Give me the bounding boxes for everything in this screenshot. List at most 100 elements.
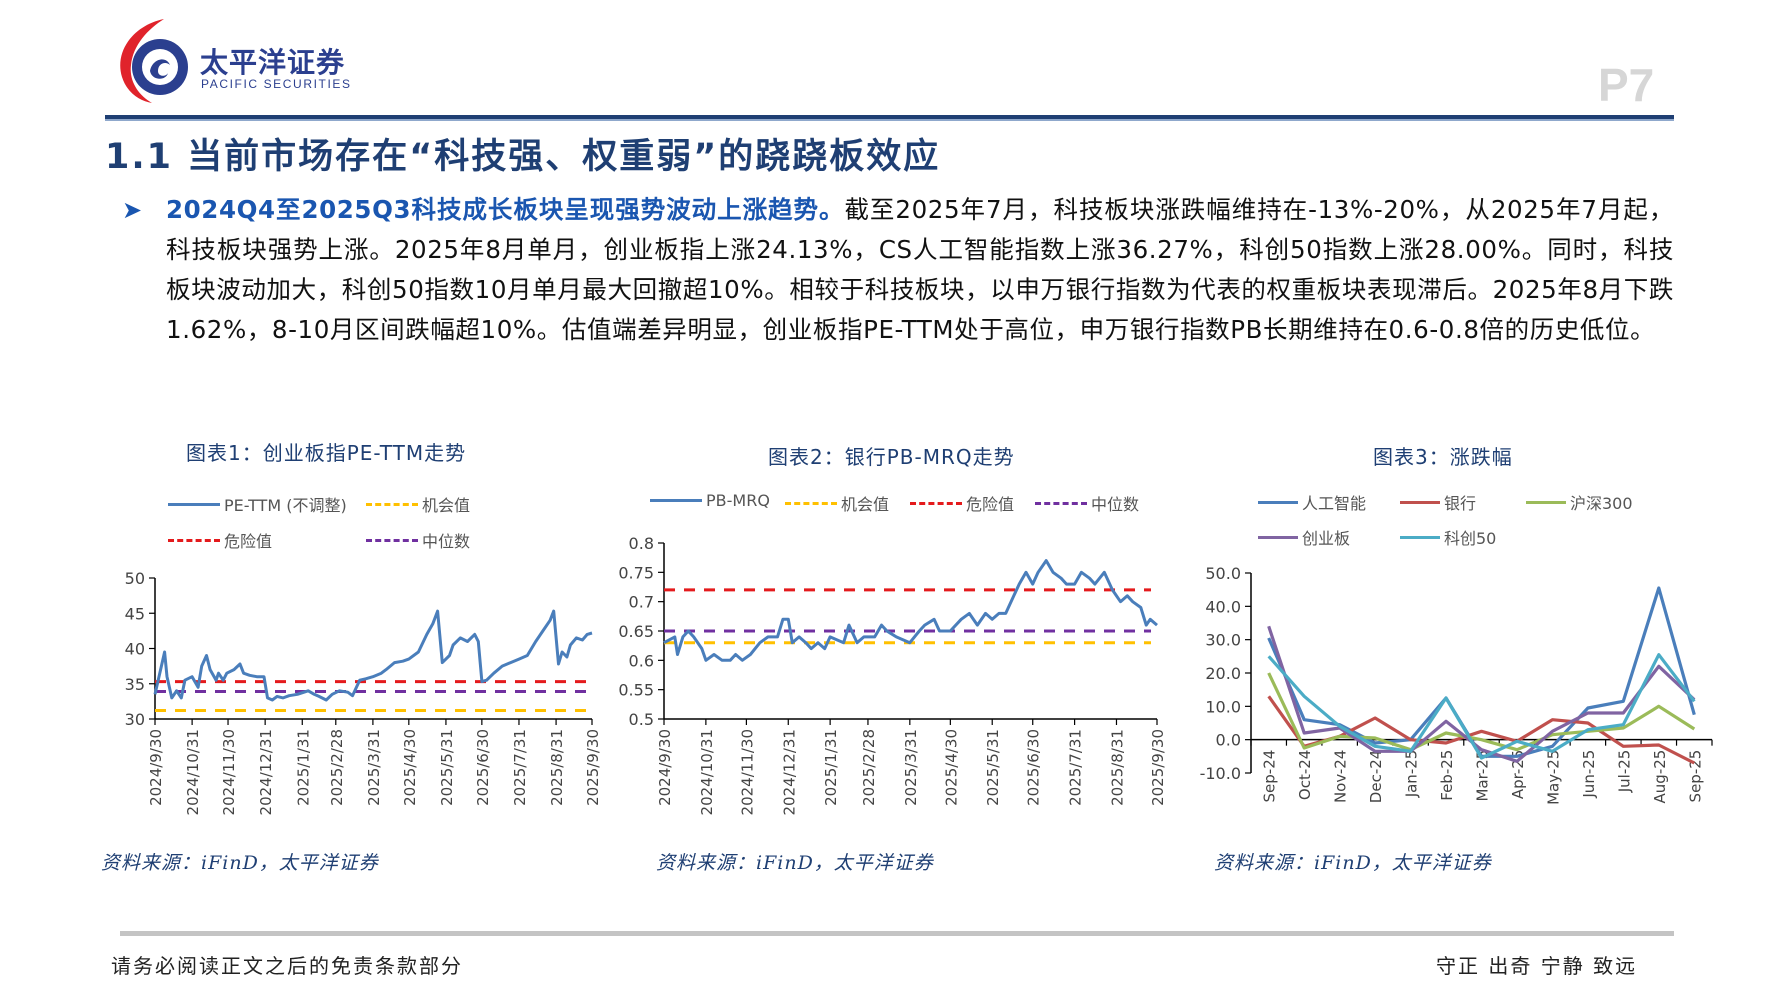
y-tick-label: 0.0 [1216, 731, 1241, 750]
legend-swatch [168, 538, 220, 542]
y-tick-label: 50 [125, 569, 145, 588]
legend-swatch [785, 501, 837, 505]
x-tick-label: Jun-25 [1580, 750, 1598, 799]
footer-divider [120, 931, 1674, 936]
legend-swatch [910, 501, 962, 505]
legend-swatch [366, 538, 418, 542]
legend-label: 中位数 [422, 532, 471, 551]
series-line [1267, 672, 1696, 752]
legend-label: 机会值 [422, 496, 471, 515]
x-tick-label: 2025/8/31 [1108, 729, 1126, 806]
x-tick-label: Sep-25 [1686, 750, 1704, 803]
x-tick-label: 2024/9/30 [147, 729, 165, 806]
legend-label: PB-MRQ [706, 491, 770, 510]
x-tick-label: May-25 [1544, 750, 1562, 805]
y-tick-label: 40.0 [1205, 597, 1241, 616]
x-tick-label: 2024/12/31 [257, 729, 275, 815]
body-paragraph: 2024Q4至2025Q3科技成长板块呈现强势波动上涨趋势。截至2025年7月，… [166, 190, 1674, 350]
legend-swatch [168, 502, 220, 506]
x-tick-label: 2024/11/30 [738, 729, 756, 815]
legend-item: 人工智能 [1258, 490, 1366, 514]
chart1-title: 图表1：创业板指PE-TTM走势 [186, 441, 467, 465]
legend-label: 科创50 [1444, 529, 1497, 548]
series-line [663, 559, 1158, 662]
legend-swatch [1258, 500, 1298, 504]
x-tick-label: 2024/10/31 [698, 729, 716, 815]
chart1-source: 资料来源：iFinD，太平洋证券 [101, 852, 379, 874]
x-tick-label: 2025/3/31 [902, 729, 920, 806]
legend-item: 沪深300 [1526, 490, 1633, 514]
arrow-right-icon: ➤ [122, 196, 143, 224]
x-tick-label: 2025/5/31 [984, 729, 1002, 806]
footer-disclaimer: 请务必阅读正文之后的免责条款部分 [111, 954, 463, 978]
y-tick-label: 0.75 [618, 563, 654, 582]
legend-item: 危险值 [168, 528, 272, 552]
legend-swatch [650, 499, 702, 502]
legend-label: PE-TTM (不调整) [224, 496, 347, 515]
y-tick-label: 40 [125, 640, 145, 659]
x-tick-label: 2024/9/30 [656, 729, 674, 806]
y-tick-label: 0.6 [629, 651, 654, 670]
x-tick-label: Feb-25 [1438, 750, 1456, 801]
logo-mark-icon [120, 19, 188, 103]
legend-item: 中位数 [1035, 491, 1139, 515]
legend-label: 危险值 [966, 495, 1015, 514]
y-tick-label: 35 [125, 675, 145, 694]
legend-label: 银行 [1444, 494, 1477, 513]
legend-label: 中位数 [1091, 495, 1140, 514]
legend-swatch [1526, 500, 1566, 504]
x-tick-label: 2025/5/31 [438, 729, 456, 806]
logo-name-en: PACIFIC SECURITIES [201, 77, 352, 91]
y-tick-label: 50.0 [1205, 564, 1241, 583]
paragraph-text: 截至2025年7月，科技板块涨跌幅维持在-13%-20%，从2025年7月起，科… [166, 195, 1675, 344]
y-tick-label: 0.55 [618, 681, 654, 700]
x-tick-label: 2024/12/31 [780, 729, 798, 815]
y-tick-label: 0.5 [629, 710, 654, 729]
y-tick-label: 20.0 [1205, 664, 1241, 683]
legend-swatch [1035, 501, 1087, 505]
x-tick-label: 2025/4/30 [942, 729, 960, 806]
y-tick-label: 0.7 [629, 593, 654, 612]
legend-swatch [1400, 535, 1440, 539]
legend-swatch [366, 502, 418, 506]
legend-item: 中位数 [366, 528, 470, 552]
y-tick-label: 0.8 [629, 534, 654, 553]
legend-label: 创业板 [1302, 529, 1351, 548]
x-tick-label: Nov-24 [1332, 750, 1350, 803]
logo-name-cn: 太平洋证券 [200, 46, 346, 79]
x-tick-label: 2025/3/31 [365, 729, 383, 806]
x-tick-label: 2025/2/28 [860, 729, 878, 806]
y-tick-label: 30.0 [1205, 631, 1241, 650]
x-tick-label: 2025/1/31 [294, 729, 312, 806]
x-tick-label: Sep-24 [1261, 750, 1279, 803]
x-tick-label: 2024/10/31 [184, 729, 202, 815]
legend-label: 机会值 [841, 495, 890, 514]
y-tick-label: 0.65 [618, 622, 654, 641]
section-title: 1.1 当前市场存在“科技强、权重弱”的跷跷板效应 [105, 137, 941, 177]
legend-swatch [1400, 500, 1440, 504]
legend-label: 危险值 [224, 532, 273, 551]
chart2-title: 图表2：银行PB-MRQ走势 [768, 445, 1015, 469]
x-tick-label: Aug-25 [1651, 750, 1669, 804]
x-tick-label: Dec-24 [1367, 750, 1385, 804]
footer-motto: 守正 出奇 宁静 致远 [1436, 954, 1638, 978]
legend-item: 机会值 [785, 491, 889, 515]
y-tick-label: -10.0 [1200, 764, 1241, 783]
legend-item: 银行 [1400, 490, 1476, 514]
x-tick-label: 2025/9/30 [1149, 729, 1167, 806]
x-tick-label: Jul-25 [1615, 750, 1633, 794]
x-tick-label: Apr-25 [1509, 750, 1527, 800]
paragraph-highlight: 2024Q4至2025Q3科技成长板块呈现强势波动上涨趋势。 [166, 195, 845, 224]
x-tick-label: Jan-25 [1403, 750, 1421, 799]
legend-label: 沪深300 [1570, 494, 1633, 513]
page-number: P7 [1598, 59, 1655, 111]
legend-swatch [1258, 535, 1298, 539]
x-tick-label: 2025/8/31 [548, 729, 566, 806]
x-tick-label: 2025/9/30 [584, 729, 602, 806]
chart2-source: 资料来源：iFinD，太平洋证券 [656, 852, 934, 874]
x-tick-label: Mar-25 [1474, 750, 1492, 802]
chart3-source: 资料来源：iFinD，太平洋证券 [1214, 852, 1492, 874]
legend-item: 机会值 [366, 492, 470, 516]
